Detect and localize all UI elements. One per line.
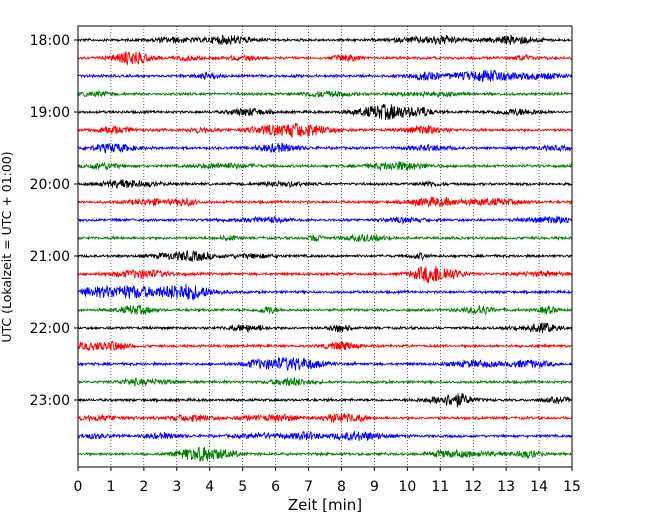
y-axis-ticks: 18:00 19:00 20:00 21:00 22:00 23:00 xyxy=(30,33,78,409)
seismic-trace-line xyxy=(77,413,573,423)
plot-frame xyxy=(77,25,573,468)
seismic-trace-line xyxy=(77,89,573,99)
x-tick-label: 13 xyxy=(497,479,515,495)
seismic-trace-line xyxy=(77,196,573,208)
y-tick-label: 20:00 xyxy=(30,177,70,193)
x-tick-label: 14 xyxy=(530,479,548,495)
seismic-trace-line xyxy=(77,142,573,154)
x-tick-label: 4 xyxy=(205,479,214,495)
seismic-trace-line xyxy=(77,250,573,262)
x-axis-ticks: 0 1 2 3 4 5 6 7 8 9 10 11 12 13 14 15 xyxy=(74,467,581,495)
x-tick-label: 5 xyxy=(238,479,247,495)
x-tick-label: 10 xyxy=(398,479,416,495)
x-tick-label: 2 xyxy=(139,479,148,495)
x-tick-label: 11 xyxy=(431,479,449,495)
seismic-trace-line xyxy=(77,283,573,301)
x-axis-label: Zeit [min] xyxy=(288,496,362,514)
x-tick-label: 3 xyxy=(172,479,181,495)
seismic-trace-line xyxy=(77,340,573,352)
y-axis-label: UTC (Lokalzeit = UTC + 01:00) xyxy=(0,151,14,342)
seismic-trace-line xyxy=(77,179,573,189)
seismic-trace-line xyxy=(77,69,573,83)
seismic-trace-line xyxy=(77,356,573,372)
seismic-trace-line xyxy=(77,233,573,243)
seismic-trace-line xyxy=(77,161,573,172)
seismic-trace-line xyxy=(77,393,573,408)
x-tick-label: 9 xyxy=(370,479,379,495)
x-tick-label: 15 xyxy=(563,479,581,495)
y-tick-label: 18:00 xyxy=(30,33,70,49)
x-tick-label: 6 xyxy=(271,479,280,495)
y-tick-label: 22:00 xyxy=(30,321,70,337)
seismic-trace-line xyxy=(77,122,573,138)
seismic-trace-line xyxy=(77,215,573,226)
seismic-trace-line xyxy=(77,51,573,66)
seismic-trace-line xyxy=(77,322,573,334)
y-tick-label: 19:00 xyxy=(30,105,70,121)
seismic-traces xyxy=(77,34,573,462)
seismic-trace-line xyxy=(77,446,573,462)
seismic-trace-line xyxy=(77,430,573,442)
y-tick-label: 23:00 xyxy=(30,393,70,409)
seismic-trace-line xyxy=(77,303,573,316)
x-tick-label: 1 xyxy=(106,479,115,495)
x-tick-label: 7 xyxy=(304,479,313,495)
seismic-trace-line xyxy=(77,34,573,46)
seismic-trace-line xyxy=(77,376,573,388)
seismic-trace-line xyxy=(77,104,573,120)
seismic-trace-line xyxy=(77,265,573,283)
y-tick-label: 21:00 xyxy=(30,249,70,265)
x-tick-label: 0 xyxy=(74,479,83,495)
x-tick-label: 8 xyxy=(337,479,346,495)
x-tick-label: 12 xyxy=(464,479,482,495)
